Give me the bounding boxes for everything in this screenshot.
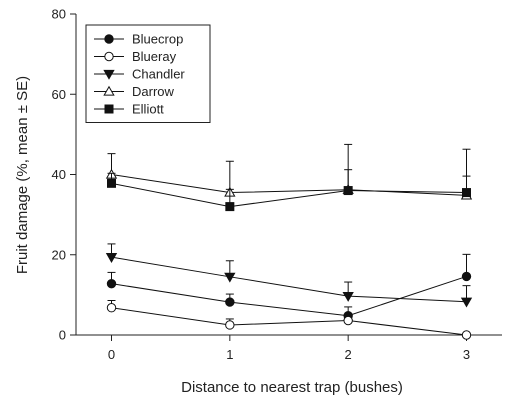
legend-label-bluecrop: Bluecrop (132, 32, 183, 47)
chandler-point (342, 291, 354, 302)
legend-marker-darrow (103, 85, 115, 96)
bluecrop-point (461, 271, 472, 282)
x-tick-label: 0 (108, 347, 115, 362)
legend-label-darrow: Darrow (132, 84, 175, 99)
chandler-point (224, 272, 236, 283)
y-tick-label: 0 (59, 328, 66, 343)
darrow-line (111, 174, 467, 196)
y-tick-label: 60 (52, 87, 66, 102)
series-darrow (105, 143, 473, 200)
y-tick-label: 20 (52, 247, 66, 262)
legend-label-blueray: Blueray (132, 49, 177, 64)
chandler-point (460, 297, 473, 308)
series-blueray (106, 299, 472, 340)
legend-marker-chandler (103, 69, 115, 80)
series-bluecrop (106, 253, 472, 321)
blueray-point (225, 320, 235, 330)
blueray-point (106, 303, 117, 313)
y-axis-title: Fruit damage (%, mean ± SE) (14, 76, 31, 274)
chandler-line (111, 256, 467, 303)
legend-marker-blueray (104, 51, 114, 62)
y-tick-label: 80 (52, 7, 66, 22)
elliott-point (462, 188, 471, 198)
tick-group: 0 1 2 3 0 20 40 60 80 (52, 7, 471, 363)
legend-marker-elliott (104, 104, 114, 114)
y-tick-label: 40 (52, 167, 66, 182)
x-axis-title: Distance to nearest trap (bushes) (181, 379, 403, 396)
x-tick-label: 3 (463, 347, 470, 362)
legend-label-chandler: Chandler (132, 67, 185, 82)
series-elliott (107, 148, 471, 212)
blueray-line (111, 307, 467, 336)
x-tick-label: 2 (345, 347, 352, 362)
legend-marker-bluecrop (104, 34, 114, 44)
chandler-point (105, 253, 118, 263)
elliott-point (107, 178, 116, 188)
bluecrop-point (225, 297, 235, 307)
series-layer (105, 143, 473, 340)
elliott-point (225, 202, 235, 212)
bluecrop-point (106, 278, 117, 289)
legend-label-elliott: Elliott (132, 102, 164, 117)
elliott-point (343, 186, 353, 196)
series-chandler (105, 243, 473, 308)
elliott-line (111, 182, 467, 208)
blueray-point (343, 315, 353, 326)
x-tick-label: 1 (226, 347, 233, 362)
legend: Bluecrop Blueray Chandler Darrow Elliott (85, 24, 211, 123)
blueray-point (461, 330, 472, 340)
bluecrop-line (111, 275, 467, 317)
